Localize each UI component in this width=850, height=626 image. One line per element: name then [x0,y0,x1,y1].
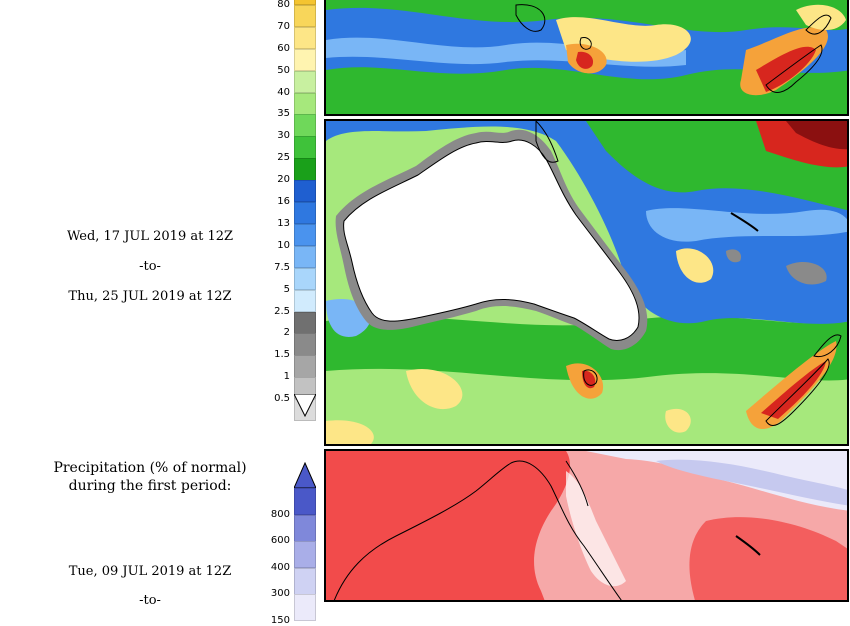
precip-swatch [294,202,316,225]
precip-scale-label: 40 [277,86,290,98]
percent-scale-label: 600 [270,535,290,546]
precip-swatch [294,4,316,28]
precip-swatch [294,223,316,247]
precip-map-middle [326,121,847,444]
precip-scale-label: 7.5 [274,261,290,273]
percent-scale-label: 400 [270,561,290,573]
percent-heading-line1: Precipitation (% of normal) [53,460,247,476]
percent-map [326,451,847,600]
period2-separator: -to- [139,259,161,274]
percent-colorbar-arrow [294,462,316,488]
percent-scale-label: 300 [270,588,290,599]
precip-swatch [294,114,316,137]
precip-scale-label: 0.5 [274,393,290,405]
precip-scale-label: 1 [283,371,290,383]
precip-scale-label: 2.5 [274,305,290,317]
percent-map-panel [324,449,849,602]
precip-scale-label: 60 [277,42,290,54]
precip-scale-label: 35 [277,108,290,120]
precip-swatch [294,245,316,269]
precip-swatch [294,289,316,312]
precip-scale-label: 20 [277,174,290,186]
precip-swatch [294,0,316,6]
percent-swatch [294,488,316,515]
percent-scale-label: 800 [270,508,290,520]
precip-scale-label: 10 [277,239,290,251]
precip-swatch [294,26,316,50]
percent-heading-line2: during the first period: [68,478,232,494]
precip-swatch [294,333,316,356]
precip-swatch [294,158,316,181]
period2-start-text: Wed, 17 JUL 2019 at 12Z [66,229,234,244]
precip-swatch [294,70,316,93]
precip-swatch [294,180,316,203]
percent-swatch [294,567,316,595]
precip-scale-label: 70 [277,20,290,32]
precip-scale-label: 16 [277,196,290,207]
precip-swatch [294,267,316,291]
precip-swatch [294,48,316,72]
precip-scale-label: 30 [277,130,290,142]
percent-swatch [294,514,316,542]
precip-scale-label: 50 [277,64,290,76]
precip-map-panel-top [324,0,849,116]
precip-swatch [294,355,316,378]
percent-colorbar [294,462,316,621]
precip-map-panel-middle [324,119,849,446]
precip-swatch [294,136,316,159]
precip-colorbar [294,0,316,422]
percent-swatch [294,541,316,568]
precip-scale-label: 2 [283,327,290,339]
precip-scale-label: 5 [283,283,290,295]
precip-scale-label: 25 [277,152,290,164]
precip-swatch [294,311,316,334]
precip-map-top [326,0,847,114]
period2-end-text: Thu, 25 JUL 2019 at 12Z [68,289,232,304]
precip-swatch [294,92,316,115]
precip-scale-label: 1.5 [274,349,290,361]
precip-scale-label: 13 [277,217,290,229]
period1-start-text: Tue, 09 JUL 2019 at 12Z [68,564,232,579]
colorbar-arrow [294,394,316,418]
precip-scale-label: 80 [277,0,290,10]
percent-swatch [294,594,316,621]
percent-scale-label: 150 [270,614,290,626]
